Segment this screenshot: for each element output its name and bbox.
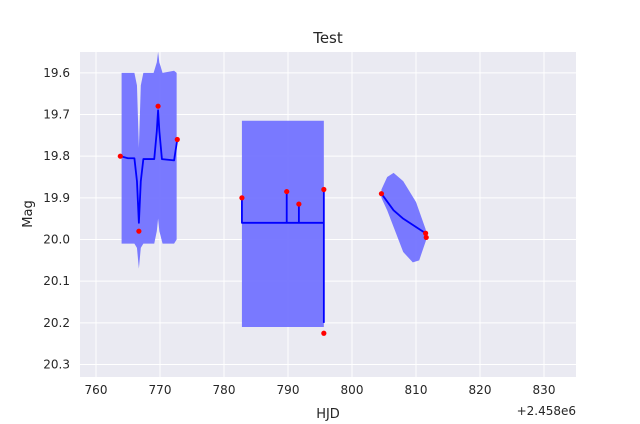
uncertainty-band-2 <box>241 120 324 327</box>
observation-point <box>296 201 302 207</box>
uncertainty-band-3 <box>381 172 427 263</box>
y-tick-label: 20.1 <box>43 274 70 288</box>
observation-point <box>284 188 290 195</box>
observation-point <box>155 103 161 109</box>
x-tick-label: 760 <box>85 383 108 397</box>
y-axis-label: Mag <box>21 200 36 227</box>
x-axis-offset-label: +2.458e6 <box>517 404 576 418</box>
observation-point <box>117 153 123 159</box>
y-tick-label: 19.9 <box>43 191 70 205</box>
uncertainty-bands <box>121 52 427 327</box>
observation-points <box>117 103 429 336</box>
observation-point <box>423 230 429 236</box>
observation-point <box>321 330 327 336</box>
x-tick-labels: 760 770 780 790 800 810 820 830 <box>85 383 556 397</box>
observation-point <box>423 234 429 241</box>
y-tick-labels: 19.6 19.7 19.8 19.9 20.0 20.1 20.2 20.3 <box>43 66 70 372</box>
observation-point <box>321 186 327 193</box>
x-tick-label: 820 <box>469 383 492 397</box>
x-tick-label: 810 <box>405 383 428 397</box>
x-tick-label: 780 <box>213 383 236 397</box>
x-axis-label: HJD <box>316 407 340 422</box>
y-tick-label: 20.2 <box>43 316 70 330</box>
y-tick-label: 19.7 <box>43 108 70 122</box>
observation-point <box>174 136 180 143</box>
model-line-1 <box>120 109 179 224</box>
x-tick-label: 830 <box>533 383 556 397</box>
y-tick-label: 20.0 <box>43 233 70 247</box>
observation-point <box>239 195 245 201</box>
uncertainty-band-1 <box>121 52 177 269</box>
observation-point <box>378 191 385 197</box>
y-tick-label: 20.3 <box>43 358 70 372</box>
x-tick-label: 790 <box>277 383 300 397</box>
x-tick-label: 800 <box>341 383 364 397</box>
observation-point <box>136 228 142 234</box>
chart-title: Test <box>312 29 343 47</box>
y-tick-label: 19.6 <box>43 66 70 80</box>
model-line-2 <box>241 188 325 323</box>
y-tick-label: 19.8 <box>43 149 70 163</box>
x-tick-label: 770 <box>149 383 172 397</box>
